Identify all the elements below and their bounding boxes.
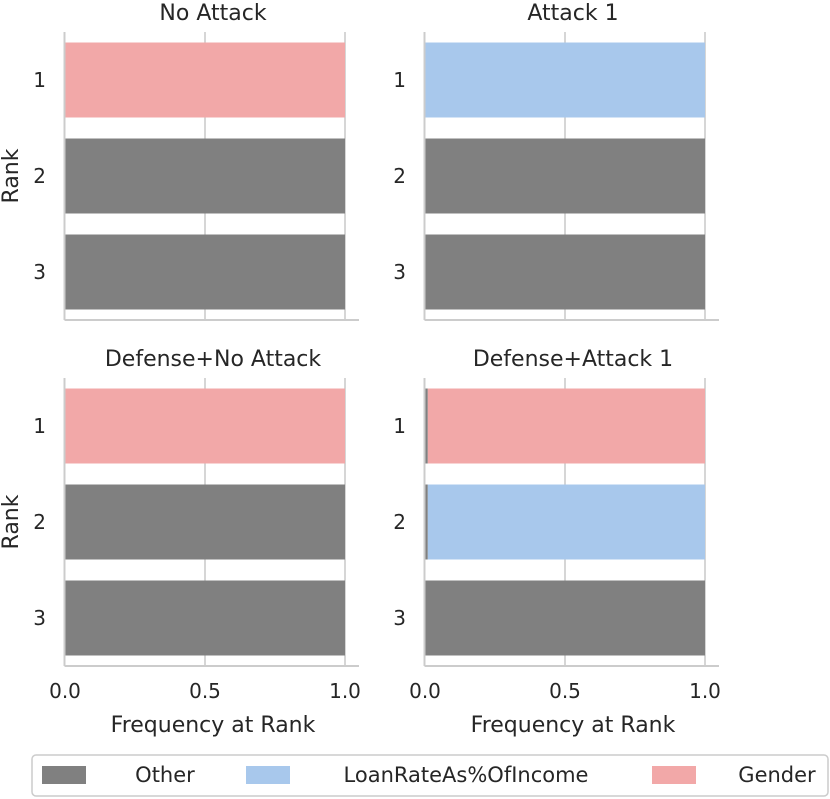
legend-swatch-2	[246, 766, 290, 784]
panel-title: No Attack	[159, 1, 266, 26]
y-tick-label: 3	[33, 606, 46, 630]
panel-title: Attack 1	[527, 1, 618, 26]
panel-title: Defense+No Attack	[105, 347, 322, 372]
y-tick-label: 1	[393, 414, 406, 438]
bar-rank-1-gender	[427, 388, 705, 464]
y-tick-label: 2	[33, 164, 46, 188]
y-tick-label: 2	[393, 164, 406, 188]
y-tick-label: 1	[33, 68, 46, 92]
bar-rank-2-other	[425, 484, 428, 560]
legend-label-2: LoanRateAs%OfIncome	[344, 763, 589, 787]
legend-swatch-1	[42, 766, 86, 784]
bar-rank-3-other	[65, 580, 345, 656]
y-tick-label: 3	[393, 606, 406, 630]
legend-label-1: Other	[135, 763, 195, 787]
x-tick-label: 0.5	[189, 679, 221, 703]
bar-rank-3-other	[65, 234, 345, 310]
bar-rank-3-other	[425, 580, 705, 656]
panel-3: 1 2 3 0.0 0.5 1.0 Defense+No Attack Frequency a…	[0, 347, 361, 738]
panel-1: 1 2 3 No Attack Rank	[0, 1, 359, 321]
x-tick-label: 0.5	[549, 679, 581, 703]
panel-4: 1 2 3 0.0 0.5 1.0 Defense+Attack 1 Frequency at…	[393, 347, 721, 738]
panel-2: 1 2 3 Attack 1	[393, 1, 719, 321]
x-tick-label: 1.0	[329, 679, 361, 703]
y-axis-label: Rank	[0, 148, 24, 203]
y-tick-label: 1	[33, 414, 46, 438]
legend-swatch-3	[652, 766, 696, 784]
bar-rank-1-loanrateas-ofincome	[425, 42, 705, 118]
x-axis-label: Frequency at Rank	[111, 713, 316, 738]
bar-rank-2-other	[65, 138, 345, 214]
x-axis-label: Frequency at Rank	[471, 713, 676, 738]
bar-rank-2-other	[65, 484, 345, 560]
bar-rank-3-other	[425, 234, 705, 310]
y-tick-label: 2	[33, 510, 46, 534]
y-tick-label: 3	[393, 260, 406, 284]
x-tick-label: 1.0	[689, 679, 721, 703]
bar-rank-1-gender	[65, 42, 345, 118]
bar-rank-2-other	[425, 138, 705, 214]
legend-frame	[31, 754, 829, 797]
y-tick-label: 2	[393, 510, 406, 534]
y-tick-label: 1	[393, 68, 406, 92]
bar-rank-1-gender	[65, 388, 345, 464]
bar-rank-2-loanrateas-ofincome	[427, 484, 705, 560]
legend: Other LoanRateAs%OfIncome Gender	[31, 754, 829, 797]
x-tick-label: 0.0	[409, 679, 441, 703]
y-tick-label: 3	[33, 260, 46, 284]
x-tick-label: 0.0	[49, 679, 81, 703]
legend-label-3: Gender	[738, 763, 816, 787]
bar-rank-1-other	[425, 388, 428, 464]
panel-title: Defense+Attack 1	[473, 347, 673, 372]
y-axis-label: Rank	[0, 494, 24, 549]
